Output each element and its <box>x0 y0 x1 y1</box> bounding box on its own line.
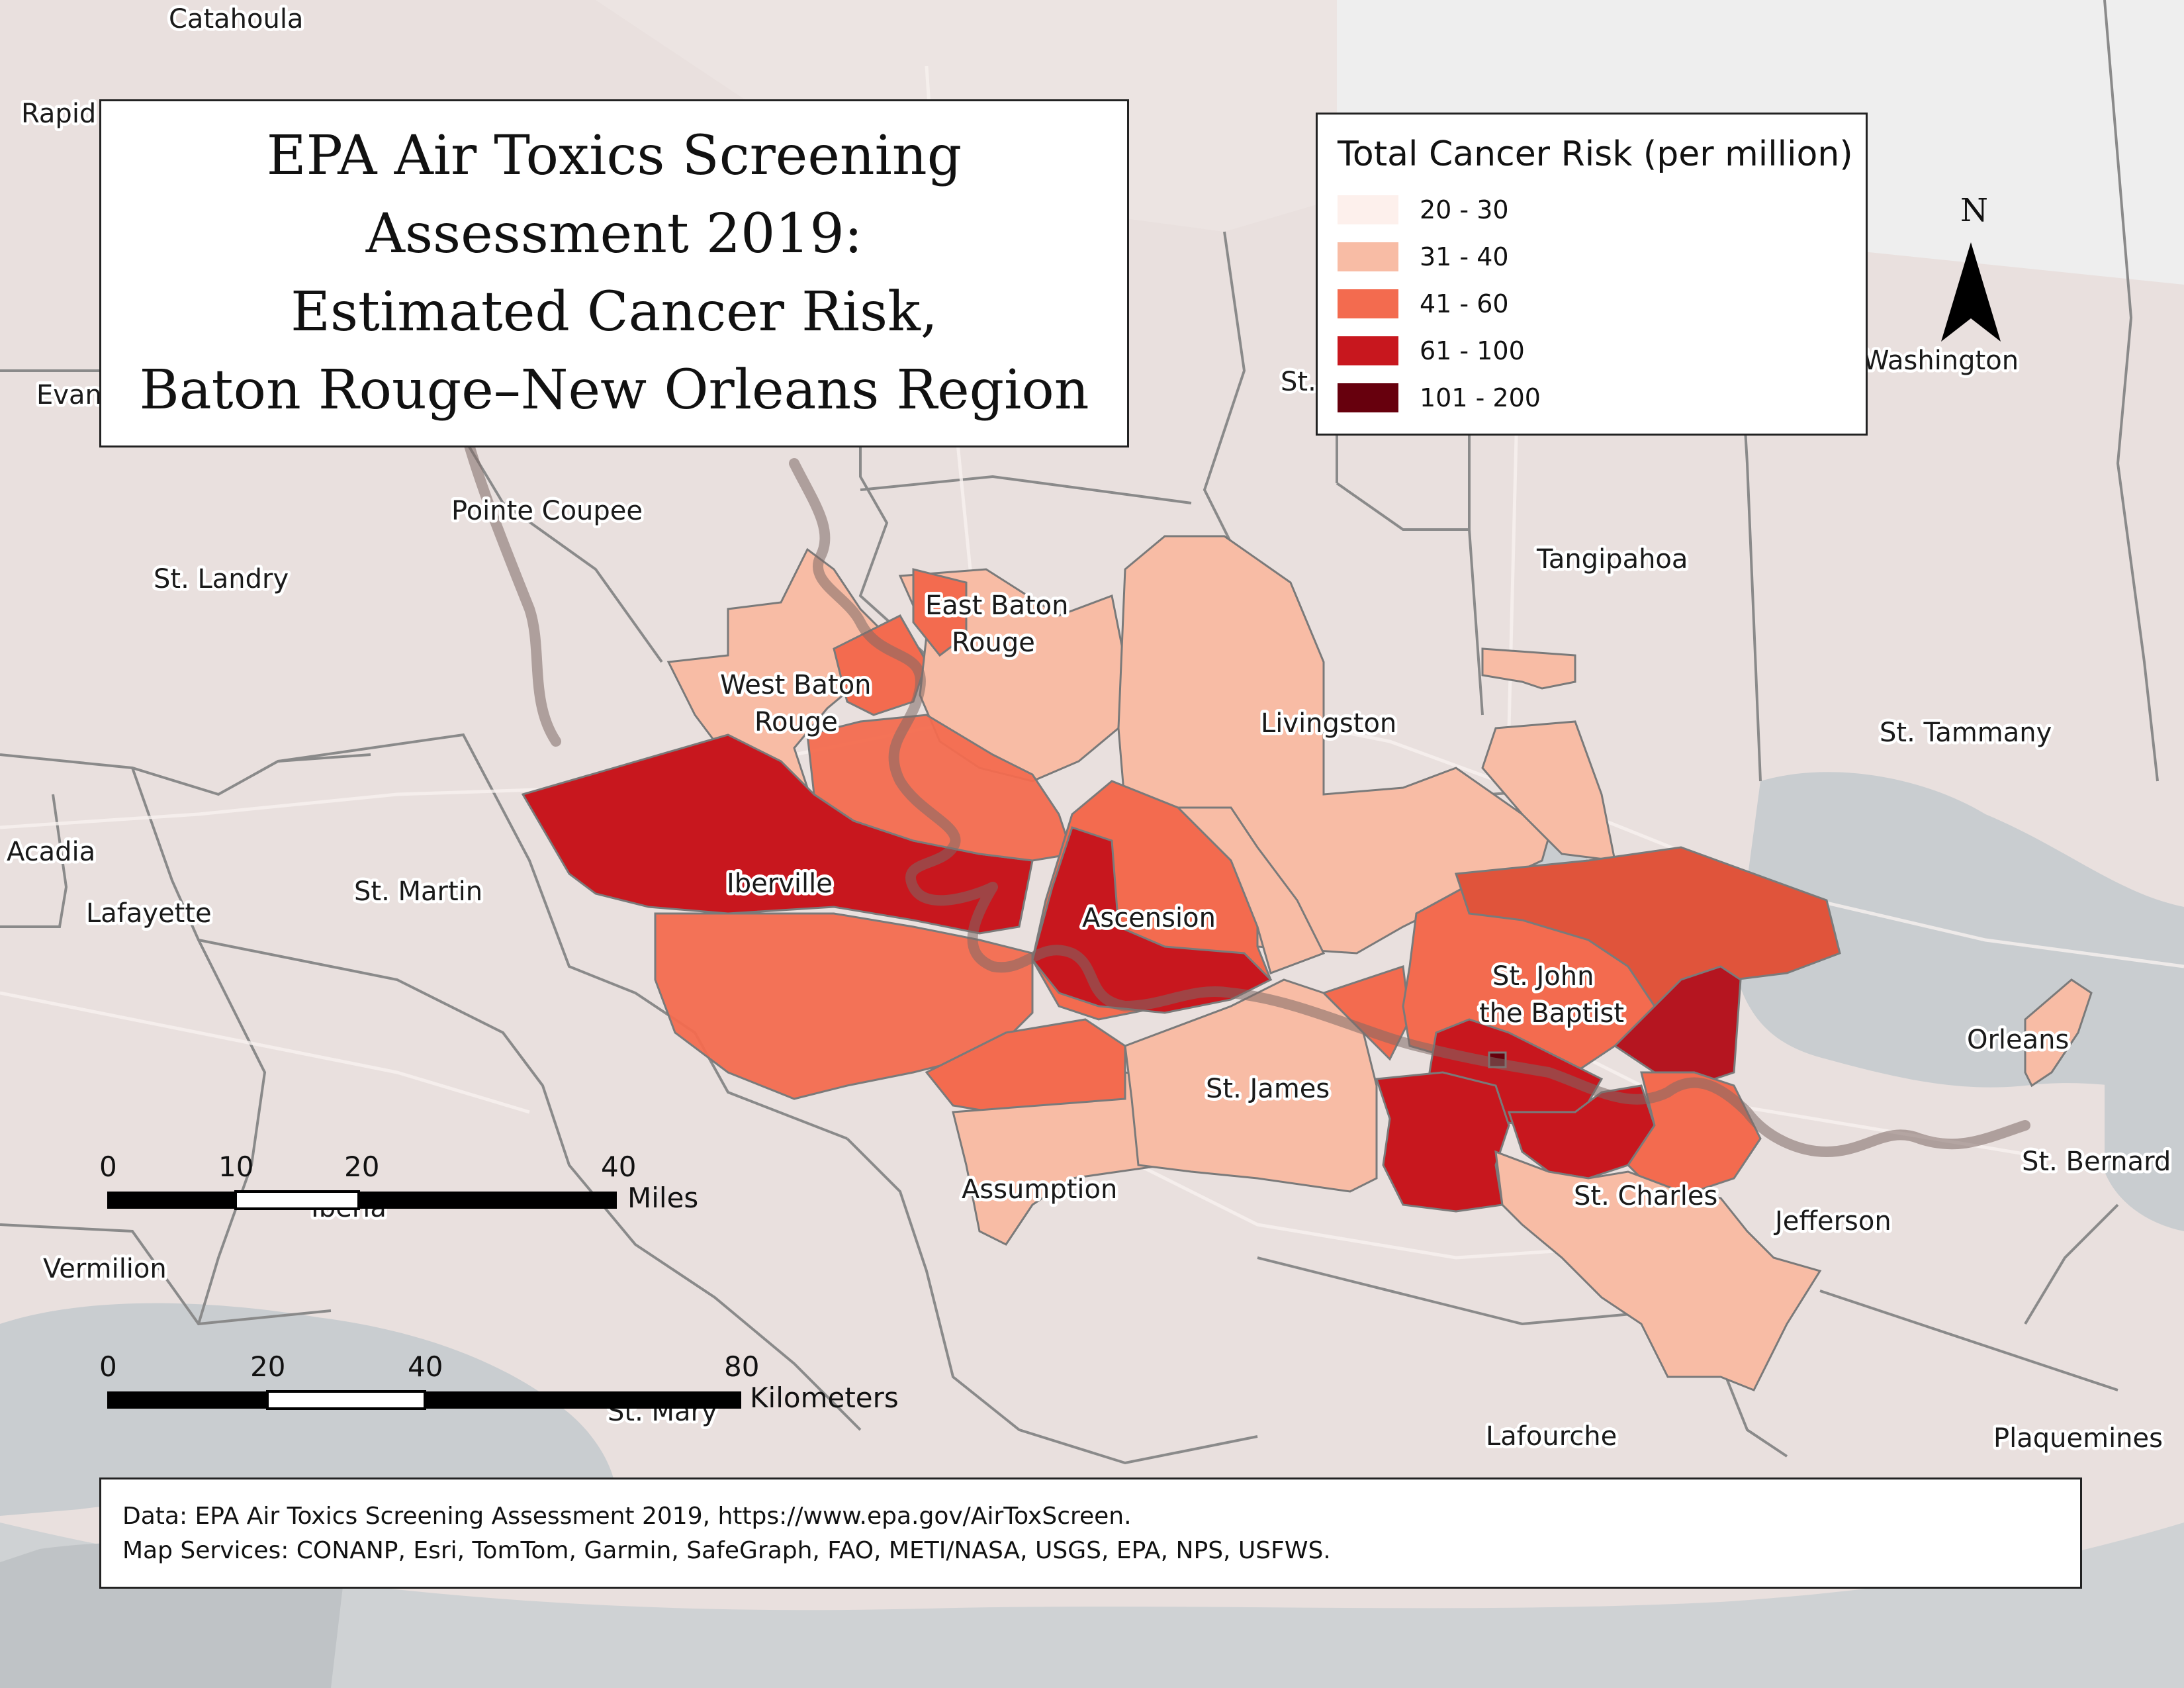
label-lafayette: Lafayette <box>86 898 212 929</box>
label-lafourche: Lafourche <box>1486 1421 1617 1452</box>
tract-tangipahoa <box>1481 647 1576 690</box>
label-evan: Evan <box>36 380 102 410</box>
label-plaquemines: Plaquemines <box>1993 1423 2163 1454</box>
scale-tick-km-20: 20 <box>250 1350 286 1383</box>
label-pointe-coupee: Pointe Coupee <box>451 496 643 526</box>
label-st-james: St. James <box>1206 1074 1330 1104</box>
label-rapid: Rapid <box>21 99 96 129</box>
label-west-baton-rouge: Rouge <box>754 707 838 737</box>
scale-tick-km-40: 40 <box>408 1350 443 1383</box>
vermilion-bay <box>0 1303 617 1523</box>
tract-fills <box>521 535 2093 1391</box>
label-assumption: Assumption <box>962 1174 1117 1205</box>
label-st-landry: St. Landry <box>154 564 289 594</box>
legend-label: 61 - 100 <box>1420 336 1525 365</box>
credits: Data: EPA Air Toxics Screening Assessmen… <box>99 1477 2082 1589</box>
tract-assumption <box>952 1071 1166 1246</box>
label-washington: Washington <box>1863 346 2019 376</box>
tract-st-charles <box>1494 1150 1822 1391</box>
title-line-2: Assessment 2019: <box>365 203 863 265</box>
scale-tick-miles-20: 20 <box>344 1150 380 1183</box>
legend-item: 101 - 200 <box>1338 374 1866 421</box>
lake-borgne <box>2105 1060 2184 1231</box>
title-line-4: Baton Rouge–New Orleans Region <box>139 359 1089 422</box>
scale-tick-miles-40: 40 <box>601 1150 637 1183</box>
legend-label: 41 - 60 <box>1420 289 1509 318</box>
legend-item: 41 - 60 <box>1338 280 1866 327</box>
scale-segment <box>359 1192 617 1209</box>
map-title: EPA Air Toxics Screening Assessment 2019… <box>99 99 1129 447</box>
label-tangipahoa: Tangipahoa <box>1536 544 1688 575</box>
label-st-john: St. John <box>1492 961 1594 992</box>
label-the-baptist: the Baptist <box>1479 998 1624 1029</box>
north-letter: N <box>1960 192 1988 229</box>
atchafalaya-river <box>458 418 561 747</box>
title-line-1: EPA Air Toxics Screening <box>266 124 962 187</box>
tract-tangipahoa-south <box>1481 720 1616 862</box>
label-jefferson: Jefferson <box>1773 1206 1891 1237</box>
label-st-helena: St. <box>1281 367 1316 397</box>
scale-segment <box>107 1391 267 1409</box>
credits-data-source: Data: EPA Air Toxics Screening Assessmen… <box>122 1503 1132 1530</box>
legend-label: 20 - 30 <box>1420 195 1509 224</box>
mississippi-river <box>789 458 2030 1157</box>
legend-swatch <box>1338 195 1398 224</box>
title-line-3: Estimated Cancer Risk, <box>291 281 938 344</box>
scale-bar-miles <box>107 1190 617 1210</box>
gulf-water <box>0 1523 2184 1688</box>
scale-segment <box>107 1192 236 1209</box>
label-iberville: Iberville <box>727 868 833 899</box>
label-east-baton: East Baton <box>925 590 1068 621</box>
scale-tick-miles-0: 0 <box>99 1150 117 1183</box>
scale-unit-km: Kilometers <box>750 1382 899 1414</box>
label-vermilion: Vermilion <box>43 1254 167 1284</box>
label-west-baton: West Baton <box>720 670 872 700</box>
label-st-bernard: St. Bernard <box>2022 1147 2171 1177</box>
tract-st-charles-east <box>1627 1071 1762 1193</box>
legend-swatch <box>1338 289 1398 318</box>
legend-label: 31 - 40 <box>1420 242 1509 271</box>
tract-ascension-east <box>1175 806 1326 974</box>
legend-item: 61 - 100 <box>1338 327 1866 374</box>
scale-segment <box>425 1391 741 1409</box>
label-st-martin: St. Martin <box>354 876 482 907</box>
scale-bar-kilometers <box>107 1390 741 1410</box>
label-catahoula: Catahoula <box>169 4 303 34</box>
scale-tick-km-0: 0 <box>99 1350 117 1383</box>
tract-orleans <box>2024 978 2093 1088</box>
legend-item: 31 - 40 <box>1338 233 1866 280</box>
legend-swatch <box>1338 383 1398 412</box>
label-st-charles: St. Charles <box>1574 1181 1717 1211</box>
label-livingston: Livingston <box>1261 708 1396 739</box>
legend-swatch <box>1338 336 1398 365</box>
scale-tick-km-80: 80 <box>724 1350 760 1383</box>
scale-segment <box>234 1190 360 1210</box>
legend: Total Cancer Risk (per million) 20 - 30 … <box>1316 113 1868 436</box>
credits-map-services: Map Services: CONANP, Esri, TomTom, Garm… <box>122 1537 1331 1564</box>
label-east-baton-rouge: Rouge <box>952 628 1035 658</box>
label-orleans: Orleans <box>1967 1025 2069 1055</box>
north-arrow-icon <box>1941 242 2001 342</box>
label-acadia: Acadia <box>7 837 95 867</box>
scale-tick-miles-10: 10 <box>218 1150 254 1183</box>
scale-segment <box>266 1390 426 1410</box>
scale-unit-miles: Miles <box>627 1182 699 1214</box>
tract-ebr-north <box>912 568 968 657</box>
label-ascension: Ascension <box>1082 903 1216 933</box>
legend-item: 20 - 30 <box>1338 186 1866 233</box>
tract-iberville <box>521 733 1034 935</box>
legend-title: Total Cancer Risk (per million) <box>1338 134 1853 174</box>
label-st-tammany: St. Tammany <box>1880 718 2052 748</box>
legend-label: 101 - 200 <box>1420 383 1541 412</box>
tract-st-james <box>1124 978 1378 1193</box>
legend-swatch <box>1338 242 1398 271</box>
